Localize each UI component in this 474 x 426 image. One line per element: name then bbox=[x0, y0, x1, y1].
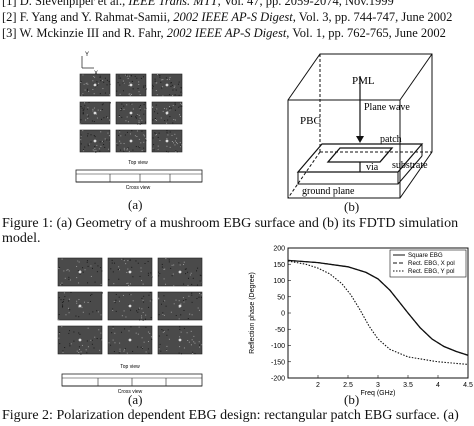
fig2-subcaption-a: (a) bbox=[128, 392, 143, 407]
reference-3: [3] W. Mckinzie III and R. Fahr, 2002 IE… bbox=[2, 26, 446, 40]
fig1-subcaption-a: (a) bbox=[128, 197, 143, 212]
fig1a-axis-y-label: Y bbox=[85, 52, 89, 58]
fig1b-plane-wave-label: Plane wave bbox=[364, 102, 410, 113]
chart-y-tick-label: -200 bbox=[271, 376, 285, 383]
reference-2: [2] F. Yang and Y. Rahmat-Samii, 2002 IE… bbox=[2, 10, 452, 24]
fig1a-patch-grid bbox=[79, 73, 183, 153]
fig1b-patch bbox=[326, 147, 394, 163]
ref3-details: , Vol. 1, pp. 762-765, June 2002 bbox=[286, 26, 446, 40]
chart-x-tick-label: 4.5 bbox=[463, 382, 473, 389]
figure1-caption-line1: Figure 1: (a) Geometry of a mushroom EBG… bbox=[2, 216, 459, 231]
chart-x-tick-label: 3 bbox=[376, 382, 380, 389]
fig2a-top-view-label: Top view bbox=[120, 364, 140, 370]
fig1b-via-label: via bbox=[366, 162, 379, 173]
fig2a-patch bbox=[107, 257, 153, 287]
fig1b-fdtd-model: PML PBC Plane wave patch via substrate g… bbox=[287, 53, 433, 199]
reference-1: [1] D. Sievenpiper et al., IEEE Trans. M… bbox=[2, 0, 394, 8]
fig2a-patch-grid bbox=[57, 257, 203, 355]
fig2b-reflection-phase-chart: 200 150 100 50 0 -50 -100 -150 -200 2 2.5 3 3.5 4 4.5… bbox=[249, 246, 473, 398]
chart-y-tick-label: 50 bbox=[277, 294, 285, 301]
chart-y-tick-label: 200 bbox=[273, 246, 285, 253]
fig2a-rect-ebg-geometry: Top view Cross view bbox=[57, 257, 203, 395]
ref3-venue: 2002 IEEE AP-S Digest bbox=[166, 26, 287, 40]
legend-entry-1: Square EBG bbox=[408, 252, 443, 259]
chart-series-line-2 bbox=[287, 259, 469, 356]
fig1-subcaption-b: (b) bbox=[344, 199, 360, 214]
chart-y-tick-label: -50 bbox=[275, 327, 285, 334]
fig1b-substrate-label: substrate bbox=[392, 160, 428, 171]
fig1a-ebg-geometry: Y X Top view Cross view bbox=[75, 52, 203, 191]
chart-x-tick-label: 4 bbox=[436, 382, 440, 389]
fig1b-patch-label: patch bbox=[380, 134, 402, 145]
chart-x-tick-label: 3.5 bbox=[403, 382, 413, 389]
fig2a-cross-view-label: Cross view bbox=[118, 389, 143, 395]
legend-entry-2: Rect. EBG, X pol bbox=[408, 260, 455, 267]
fig1b-ground-plane-label: ground plane bbox=[302, 186, 355, 197]
ref2-details: , Vol. 3, pp. 744-747, June 2002 bbox=[292, 10, 453, 24]
chart-y-tick-label: 100 bbox=[273, 278, 285, 285]
legend-entry-3: Rect. EBG, Y pol bbox=[408, 268, 455, 275]
figure2-caption: Figure 2: Polarization dependent EBG des… bbox=[2, 408, 459, 423]
ref1-authors: [1] D. Sievenpiper et al., bbox=[2, 0, 129, 8]
chart-series-line-3 bbox=[287, 260, 469, 365]
chart-y-axis-label: Reflection phase (Degree) bbox=[249, 272, 256, 354]
fig1b-pbc-label: PBC bbox=[300, 115, 321, 127]
chart-y-tick-label: 150 bbox=[273, 262, 285, 269]
chart-x-axis-label: Freq (GHz) bbox=[361, 390, 396, 397]
chart-x-tick-label: 2.5 bbox=[343, 382, 353, 389]
figure1-caption-line2: model. bbox=[2, 231, 41, 246]
fig1a-cross-view-label: Cross view bbox=[126, 185, 151, 191]
ref2-venue: 2002 IEEE AP-S Digest bbox=[173, 10, 293, 24]
chart-y-tick-label: -150 bbox=[271, 359, 285, 366]
fig2a-cross-view bbox=[61, 373, 203, 387]
ref3-authors: [3] W. Mckinzie III and R. Fahr, bbox=[2, 26, 167, 40]
fig2-subcaption-b: (b) bbox=[344, 392, 360, 407]
ref1-details: , Vol. 47, pp. 2059-2074, Nov.1999 bbox=[217, 0, 394, 8]
chart-x-tick-label: 2 bbox=[316, 382, 320, 389]
fig1a-axis-indicator: Y X bbox=[81, 52, 98, 77]
fig1a-top-view-label: Top view bbox=[128, 160, 148, 166]
chart-y-tick-label: 0 bbox=[281, 311, 285, 318]
fig1a-cross-view bbox=[75, 169, 203, 183]
fig1b-pml-label: PML bbox=[352, 75, 375, 87]
chart-y-tick-label: -100 bbox=[271, 343, 285, 350]
ref1-venue: IEEE Trans. MTT bbox=[128, 0, 218, 8]
ref2-authors: [2] F. Yang and Y. Rahmat-Samii, bbox=[2, 10, 174, 24]
